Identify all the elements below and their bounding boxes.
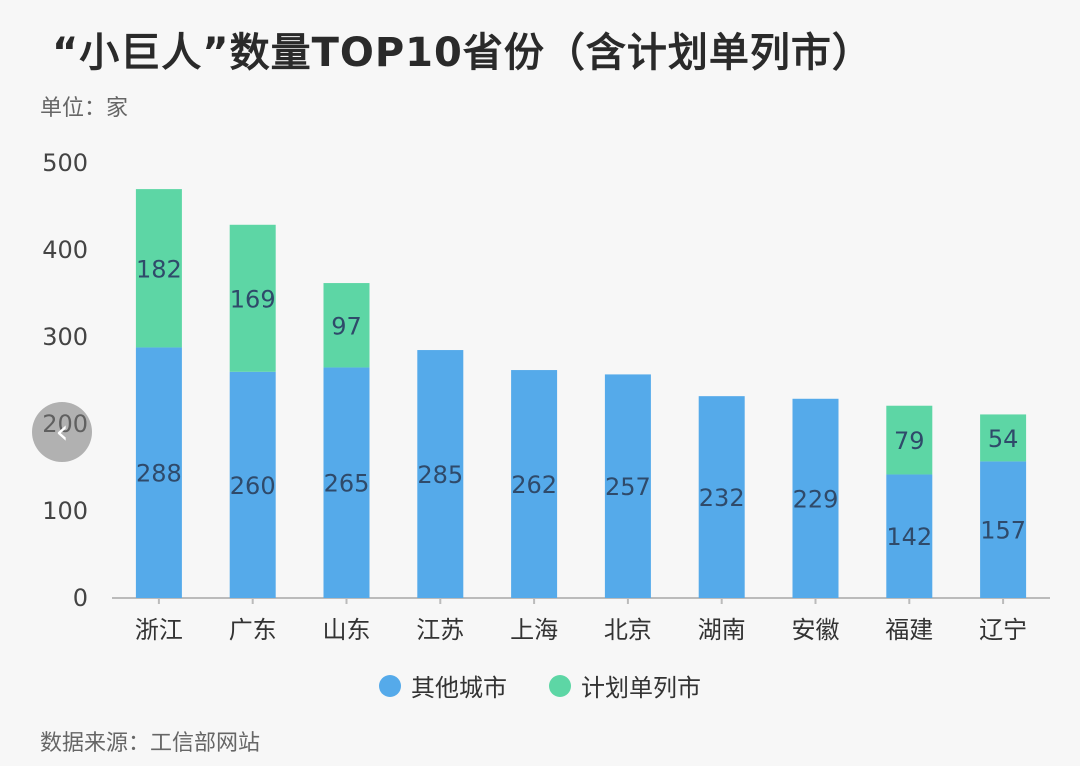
- legend-label: 计划单列市: [581, 674, 701, 702]
- x-tick-label: 广东: [229, 616, 277, 644]
- data-label: 232: [699, 484, 745, 512]
- legend-label: 其他城市: [411, 674, 507, 702]
- bar-other-cities: [604, 374, 651, 598]
- chart-title: “小巨人”数量TOP10省份（含计划单列市）: [52, 30, 873, 76]
- x-tick-label: 辽宁: [979, 616, 1027, 644]
- x-tick-label: 安徽: [792, 616, 840, 644]
- x-tick-label: 湖南: [698, 616, 746, 644]
- x-tick-label: 浙江: [135, 616, 183, 644]
- bar-other-cities: [980, 461, 1027, 598]
- bar-planned-cities: [135, 189, 182, 348]
- data-label: 229: [793, 485, 839, 513]
- bar-other-cities: [792, 398, 839, 598]
- x-tick-label: 江苏: [416, 616, 464, 644]
- legend-item[interactable]: 其他城市: [379, 668, 507, 703]
- data-label: 79: [894, 427, 925, 455]
- y-tick-label: 300: [42, 323, 88, 351]
- data-label: 265: [324, 470, 370, 498]
- bar-other-cities: [698, 396, 745, 598]
- y-tick-label: 100: [42, 497, 88, 525]
- legend-swatch: [549, 674, 571, 697]
- data-label: 157: [980, 517, 1026, 545]
- x-tick-label: 北京: [604, 616, 652, 644]
- data-label: 285: [417, 461, 463, 489]
- bar-planned-cities: [980, 414, 1027, 462]
- x-tick-label: 上海: [510, 616, 558, 644]
- data-label: 257: [605, 473, 651, 501]
- data-label: 97: [331, 312, 362, 340]
- data-label: 260: [230, 472, 276, 500]
- data-label: 288: [136, 460, 182, 488]
- data-label: 182: [136, 255, 182, 283]
- unit-label: 单位：家: [40, 96, 129, 121]
- bar-other-cities: [511, 370, 558, 598]
- bar-other-cities: [229, 371, 276, 598]
- chevron-left-icon[interactable]: ‹: [32, 402, 92, 462]
- bar-other-cities: [135, 347, 182, 598]
- data-label: 54: [988, 425, 1019, 453]
- bar-other-cities: [886, 474, 933, 598]
- bar-chart: 0100200300400500288182浙江260169广东26597山东2…: [42, 149, 1050, 644]
- data-label: 169: [230, 285, 276, 313]
- x-tick-label: 山东: [323, 616, 371, 644]
- bar-planned-cities: [886, 405, 933, 475]
- bar-planned-cities: [323, 283, 370, 368]
- legend-swatch: [379, 674, 401, 697]
- bar-other-cities: [323, 367, 370, 598]
- y-tick-label: 500: [42, 149, 88, 177]
- legend-item[interactable]: 计划单列市: [549, 668, 701, 703]
- source-label: 数据来源：工信部网站: [40, 731, 261, 756]
- y-tick-label: 400: [42, 236, 88, 264]
- bar-other-cities: [417, 350, 464, 598]
- x-tick-label: 福建: [885, 616, 933, 644]
- data-label: 142: [886, 523, 932, 551]
- y-tick-label: 0: [73, 584, 88, 612]
- data-label: 262: [511, 471, 557, 499]
- legend: 其他城市 计划单列市: [0, 668, 1080, 703]
- bar-planned-cities: [229, 224, 276, 372]
